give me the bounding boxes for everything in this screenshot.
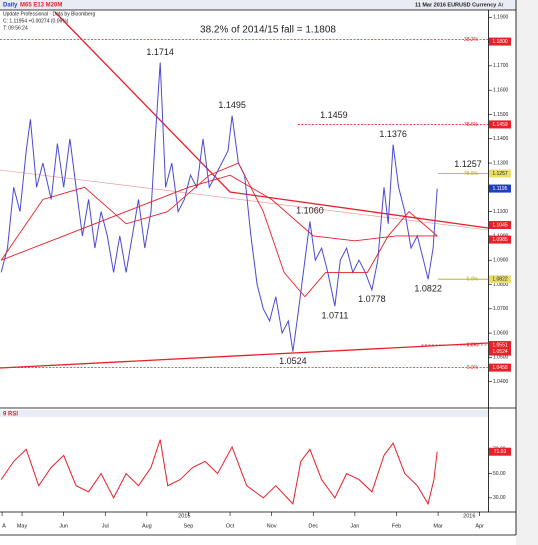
price-box-label: 1.0458	[492, 365, 508, 371]
price-box-label: 1.1459	[492, 122, 508, 128]
price-box	[489, 120, 511, 129]
value-label: 1.0822	[414, 284, 442, 294]
x-tick-label: Jul	[102, 523, 109, 529]
price-box	[489, 235, 511, 244]
level-label: 0.0%	[467, 365, 479, 371]
note: 38.2% of 2014/15 fall = 1.1808	[200, 25, 336, 36]
level-label: 0.0%	[467, 342, 479, 348]
x-tick-label: Jun	[59, 523, 68, 529]
header-bar	[0, 0, 516, 10]
y-tick-label: 50.00	[493, 471, 506, 477]
price-box	[489, 347, 511, 356]
y-tick-label: 1.0700	[493, 306, 509, 312]
y-tick-label: 1.0800	[493, 282, 509, 288]
x-tick-label: Oct	[226, 523, 235, 529]
y-tick-label: 30.00	[493, 495, 506, 501]
y-tick-label: 1.0500	[493, 355, 509, 361]
y-tick-label: 1.1400	[493, 136, 509, 142]
price-box	[489, 169, 511, 178]
value-label: 1.0524	[279, 356, 307, 366]
x-tick-label: May	[17, 523, 28, 529]
price-box-label: 1.1195	[493, 186, 508, 192]
panel-title: 9 RSI	[3, 412, 18, 418]
time: T: 09:56:24	[3, 25, 28, 31]
value-label: 1.1376	[379, 129, 407, 139]
y-tick-label: 1.1600	[493, 87, 509, 93]
value-label: 1.0778	[358, 294, 386, 304]
series-line	[1, 174, 438, 261]
x-tick-label: Dec	[308, 523, 318, 529]
x-tick-label: Sep	[184, 523, 194, 529]
y-tick-label: 1.1900	[493, 15, 509, 21]
price-box-label: 1.0524	[492, 349, 508, 355]
x-tick-label: Nov	[267, 523, 277, 529]
y-tick-label: 1.1300	[493, 160, 509, 166]
x-tick-label: Mar	[433, 523, 443, 529]
level-caption: 1.1257	[454, 159, 482, 169]
price-box	[489, 221, 511, 230]
value-label: 1.1495	[218, 100, 246, 110]
x-tick-label: A	[2, 523, 6, 529]
x-tick-label: Feb	[392, 523, 401, 529]
series-line	[0, 439, 438, 506]
year-label: 2015	[178, 513, 190, 519]
level-label: 0.0%	[467, 277, 479, 283]
corner: Ar	[498, 2, 504, 8]
price-box-label: 1.0551	[492, 342, 508, 348]
level-label: 38.2%	[464, 37, 479, 43]
level-label: 78.6%	[464, 122, 479, 128]
y-tick-label: 1.0600	[493, 330, 509, 336]
value-label: 1.1714	[146, 47, 174, 57]
value-label: 1.1060	[296, 206, 324, 216]
studies: M65 E13 M20M	[20, 3, 62, 9]
close: C: 1.11954 +0.00274 (0.06%)	[3, 18, 69, 24]
price-box-label: 1.1257	[492, 171, 508, 177]
trendline	[0, 342, 489, 369]
source: Update Professional · Data by Bloomberg	[3, 11, 95, 17]
ticker: 11 Mar 2016 EURUSD Currency	[415, 2, 497, 8]
price-box	[489, 363, 511, 372]
value-label: 1.0711	[321, 311, 348, 321]
y-tick-label: 1.1500	[493, 112, 509, 118]
y-tick-label: 1.1700	[493, 63, 509, 69]
price-box	[489, 447, 511, 456]
panel-header	[0, 410, 488, 417]
x-tick-label: Apr	[475, 523, 484, 529]
price-box-label: 1.1800	[492, 39, 508, 45]
side-strip	[516, 0, 538, 545]
period: Daily	[3, 3, 18, 9]
price-box-label: 1.0822	[492, 277, 508, 283]
y-tick-label: 1.0400	[493, 379, 509, 385]
price-box-label: 1.0985	[492, 237, 508, 243]
level-label: 78.6%	[464, 171, 479, 177]
price-box-label: 71.03	[494, 449, 507, 455]
price-box	[489, 275, 511, 284]
price-box	[489, 37, 511, 46]
x-tick-label: Aug	[142, 523, 152, 529]
price-box	[489, 341, 511, 350]
year-label: 2016	[463, 513, 475, 519]
y-tick-label: 1.0900	[493, 258, 509, 264]
series-line	[0, 162, 438, 298]
price-box-label: 1.1045	[492, 222, 508, 228]
trendline	[54, 11, 489, 229]
x-tick-label: Jan	[350, 523, 359, 529]
y-tick-label: 1.1100	[493, 209, 508, 215]
series-line	[0, 62, 438, 352]
level-caption: 1.1459	[320, 110, 348, 120]
price-box	[489, 184, 511, 193]
